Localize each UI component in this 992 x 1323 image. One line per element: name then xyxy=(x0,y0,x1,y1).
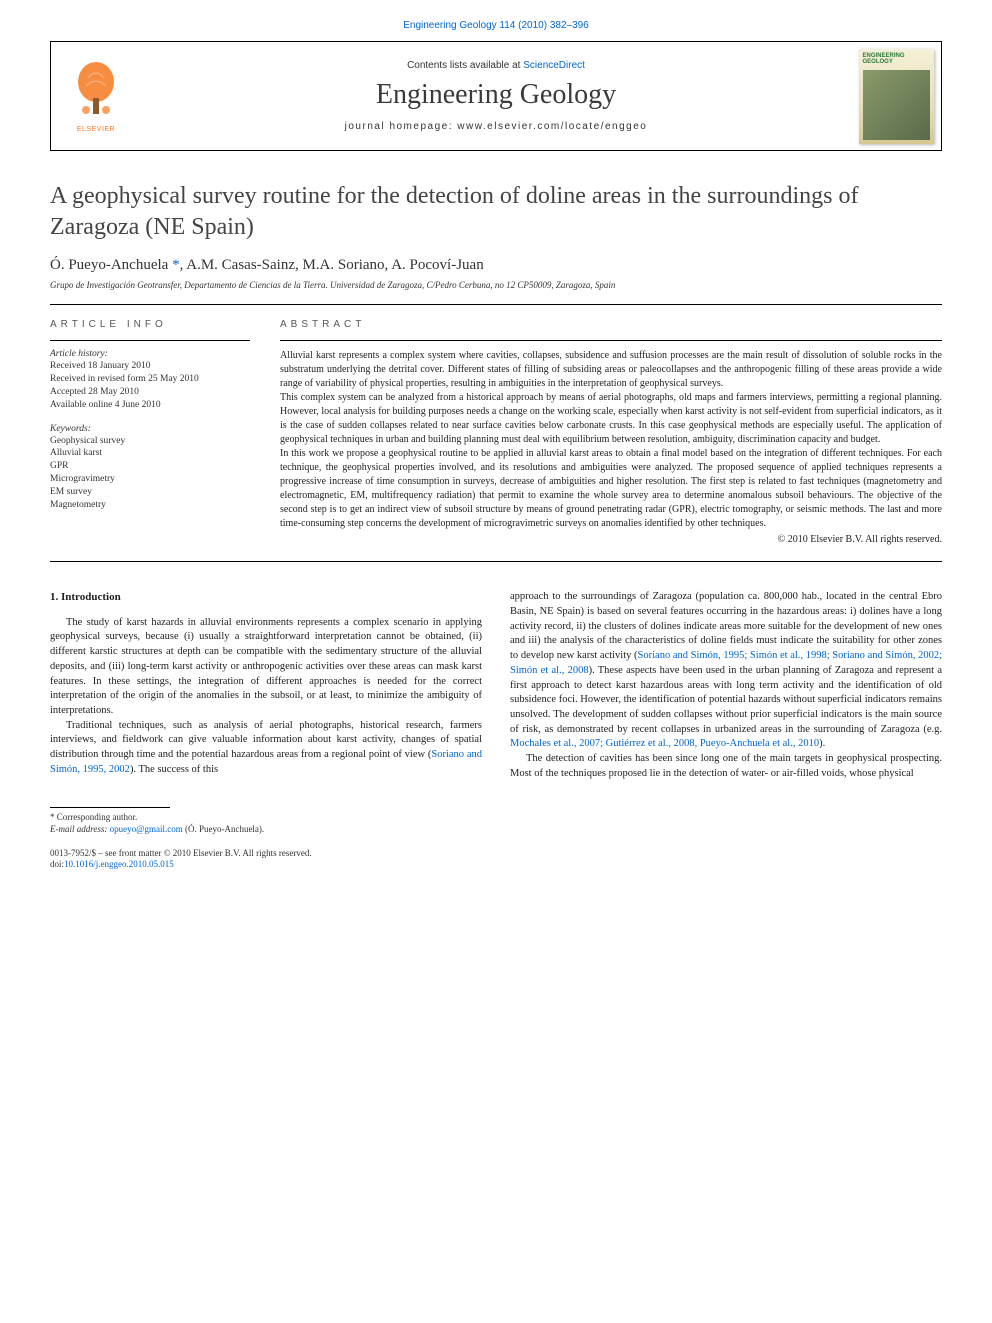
abstract: ABSTRACT Alluvial karst represents a com… xyxy=(280,319,942,547)
elsevier-label: ELSEVIER xyxy=(77,126,115,133)
email-link[interactable]: opueyo@gmail.com xyxy=(110,824,183,834)
affiliation: Grupo de Investigación Geotransfer, Depa… xyxy=(50,280,942,290)
footnote: * Corresponding author. E-mail address: … xyxy=(50,812,482,835)
intro-heading: 1. Introduction xyxy=(50,590,482,605)
online: Available online 4 June 2010 xyxy=(50,399,250,412)
doi-line: doi:10.1016/j.enggeo.2010.05.015 xyxy=(50,859,482,871)
contents-prefix: Contents lists available at xyxy=(407,60,523,71)
author-first: Ó. Pueyo-Anchuela xyxy=(50,257,172,273)
keywords-label: Keywords: xyxy=(50,424,250,434)
kw5: EM survey xyxy=(50,486,250,499)
revised: Received in revised form 25 May 2010 xyxy=(50,373,250,386)
journal-name: Engineering Geology xyxy=(376,79,616,111)
email-tail: (Ó. Pueyo-Anchuela). xyxy=(183,824,264,834)
authors: Ó. Pueyo-Anchuela *, A.M. Casas-Sainz, M… xyxy=(50,257,942,274)
kw4: Microgravimetry xyxy=(50,473,250,486)
body-columns: 1. Introduction The study of karst hazar… xyxy=(50,590,942,871)
contents-line: Contents lists available at ScienceDirec… xyxy=(407,60,585,71)
elsevier-logo: ELSEVIER xyxy=(51,42,141,150)
citation-link[interactable]: Engineering Geology 114 (2010) 382–396 xyxy=(50,20,942,31)
cover-title: ENGINEERING GEOLOGY xyxy=(863,53,930,66)
accepted: Accepted 28 May 2010 xyxy=(50,386,250,399)
history-block: Article history: Received 18 January 201… xyxy=(50,349,250,411)
received: Received 18 January 2010 xyxy=(50,360,250,373)
journal-header: ELSEVIER Contents lists available at Sci… xyxy=(50,41,942,151)
abstract-body: Alluvial karst represents a complex syst… xyxy=(280,349,942,547)
email-line: E-mail address: opueyo@gmail.com (Ó. Pue… xyxy=(50,824,482,836)
col2-p1c: ). xyxy=(819,738,825,749)
email-label: E-mail address: xyxy=(50,824,110,834)
column-right: approach to the surroundings of Zaragoza… xyxy=(510,590,942,871)
title-section: A geophysical survey routine for the det… xyxy=(50,181,942,290)
article-info: ARTICLE INFO Article history: Received 1… xyxy=(50,319,250,547)
authors-rest: , A.M. Casas-Sainz, M.A. Soriano, A. Poc… xyxy=(180,257,484,273)
footer-meta: 0013-7952/$ – see front matter © 2010 El… xyxy=(50,848,482,871)
homepage-prefix: journal homepage: xyxy=(345,121,458,132)
abstract-sep xyxy=(280,340,942,341)
info-abstract-row: ARTICLE INFO Article history: Received 1… xyxy=(50,319,942,547)
homepage-url[interactable]: www.elsevier.com/locate/enggeo xyxy=(457,121,647,132)
homepage-line: journal homepage: www.elsevier.com/locat… xyxy=(345,121,648,132)
ref-group-2[interactable]: Mochales et al., 2007; Gutiérrez et al.,… xyxy=(510,738,819,749)
col2-p2: The detection of cavities has been since… xyxy=(510,752,942,781)
abstract-p2: This complex system can be analyzed from… xyxy=(280,391,942,447)
abstract-p3: In this work we propose a geophysical ro… xyxy=(280,447,942,531)
cover-image xyxy=(863,70,930,140)
doi-prefix: doi: xyxy=(50,859,64,869)
separator-2 xyxy=(50,561,942,562)
col1-p2: Traditional techniques, such as analysis… xyxy=(50,719,482,778)
footnote-separator xyxy=(50,807,170,808)
kw2: Alluvial karst xyxy=(50,447,250,460)
column-left: 1. Introduction The study of karst hazar… xyxy=(50,590,482,871)
elsevier-tree-icon xyxy=(68,60,124,124)
info-sep xyxy=(50,340,250,341)
corresponding-star[interactable]: * xyxy=(172,257,180,273)
info-label: ARTICLE INFO xyxy=(50,319,250,330)
doi-link[interactable]: 10.1016/j.enggeo.2010.05.015 xyxy=(64,859,174,869)
header-center: Contents lists available at ScienceDirec… xyxy=(141,42,851,150)
abstract-label: ABSTRACT xyxy=(280,319,942,330)
kw3: GPR xyxy=(50,460,250,473)
kw6: Magnetometry xyxy=(50,499,250,512)
journal-cover: ENGINEERING GEOLOGY xyxy=(851,42,941,150)
copyright: © 2010 Elsevier B.V. All rights reserved… xyxy=(280,533,942,547)
history-label: Article history: xyxy=(50,349,250,359)
keywords-block: Keywords: Geophysical survey Alluvial ka… xyxy=(50,424,250,512)
col2-p1: approach to the surroundings of Zaragoza… xyxy=(510,590,942,752)
article-title: A geophysical survey routine for the det… xyxy=(50,181,942,243)
separator xyxy=(50,304,942,305)
col1-p2a: Traditional techniques, such as analysis… xyxy=(50,720,482,760)
corr-author: * Corresponding author. xyxy=(50,812,482,824)
kw1: Geophysical survey xyxy=(50,435,250,448)
sciencedirect-link[interactable]: ScienceDirect xyxy=(523,60,585,71)
col1-p1: The study of karst hazards in alluvial e… xyxy=(50,616,482,719)
front-matter: 0013-7952/$ – see front matter © 2010 El… xyxy=(50,848,482,860)
col1-p2b: ). The success of this xyxy=(130,764,218,775)
abstract-p1: Alluvial karst represents a complex syst… xyxy=(280,349,942,391)
